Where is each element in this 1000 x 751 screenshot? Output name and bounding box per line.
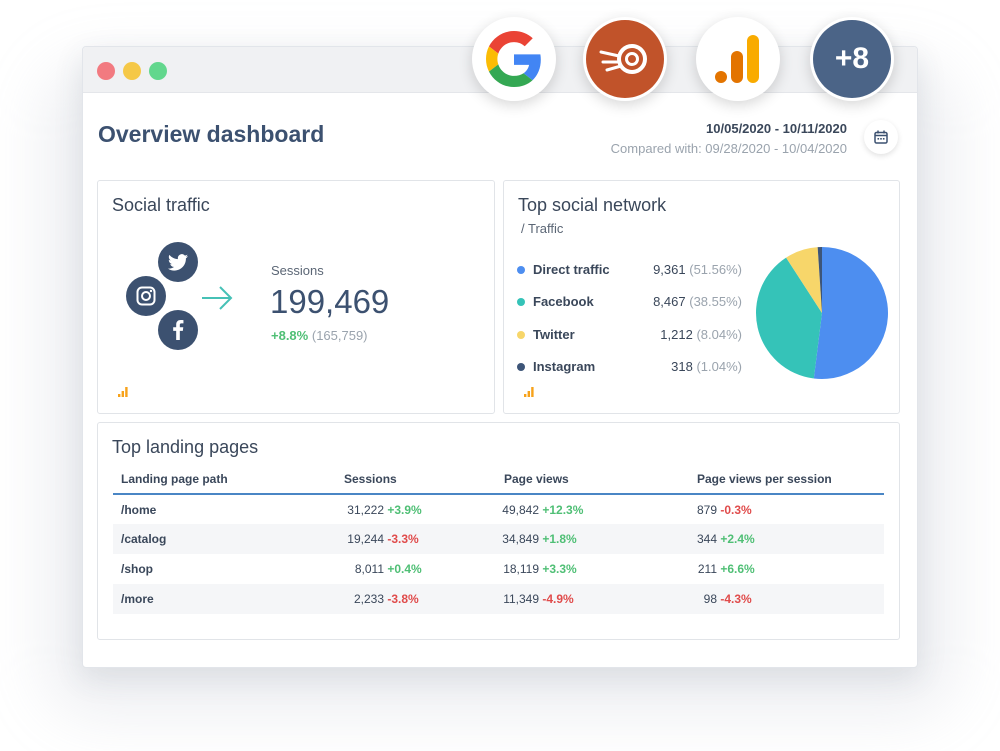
page-title: Overview dashboard	[98, 121, 325, 147]
sessions-previous-value: (165,759)	[311, 328, 368, 343]
traffic-pie-chart	[756, 247, 888, 379]
legend-dot	[517, 266, 525, 274]
top-landing-pages-card: Top landing pages Landing page path Sess…	[97, 422, 900, 640]
page-views-cell: 11,349 -4.9%	[496, 584, 689, 614]
sessions-cell: 19,244 -3.3%	[336, 524, 496, 554]
views-per-session-cell: 879 -0.3%	[696, 502, 752, 517]
legend-item-instagram: Instagram 318 (1.04%)	[517, 358, 742, 378]
legend-label: Twitter	[533, 327, 575, 342]
social-traffic-card: Social traffic Sessions 199,469 +8.8% (1…	[97, 180, 495, 414]
column-header-sessions[interactable]: Sessions	[336, 465, 496, 495]
sessions-change-percent: +8.8%	[271, 328, 309, 343]
legend-label: Instagram	[533, 359, 596, 374]
table-row[interactable]: /shop 8,011 +0.4% 18,119 +3.3% 211 +6.6%	[113, 554, 884, 584]
top-social-network-title: Top social network	[518, 195, 667, 215]
page-views-cell: 18,119 +3.3%	[503, 562, 577, 576]
more-integrations-circle: +8	[813, 20, 891, 98]
sessions-cell: 2,233 -3.8%	[336, 584, 496, 614]
google-analytics-icon	[715, 35, 759, 83]
legend-label: Direct traffic	[533, 262, 610, 277]
facebook-icon	[158, 310, 198, 350]
instagram-icon	[126, 276, 166, 316]
path-cell: /more	[113, 584, 336, 614]
google-icon	[486, 31, 541, 87]
views-per-session-cell: 344 +2.4%	[689, 524, 884, 554]
date-range: 10/05/2020 - 10/11/2020 Compared with: 0…	[611, 121, 847, 156]
legend-label: Facebook	[533, 294, 594, 309]
legend-dot	[517, 331, 525, 339]
pie-slice-instagram	[817, 247, 822, 313]
legend-item-facebook: Facebook 8,467 (38.55%)	[517, 293, 742, 313]
legend-value: 1,212 (8.04%)	[660, 327, 742, 342]
analytics-bars-icon	[118, 387, 128, 397]
views-per-session-cell: 211 +6.6%	[697, 562, 755, 576]
social-traffic-title: Social traffic	[112, 195, 210, 215]
table-row[interactable]: /more 2,233 -3.8% 11,349 -4.9% 98 -4.3%	[113, 584, 884, 614]
top-social-network-card: Top social network / Traffic Direct traf…	[503, 180, 900, 414]
legend-value: 318 (1.04%)	[671, 359, 742, 374]
path-cell: /catalog	[113, 524, 336, 554]
date-range-current: 10/05/2020 - 10/11/2020	[706, 121, 847, 136]
top-landing-pages-title: Top landing pages	[112, 437, 259, 457]
more-integrations-badge[interactable]: +8	[810, 17, 894, 101]
sessions-value: 199,469	[270, 283, 390, 320]
legend-dot	[517, 298, 525, 306]
sessions-change: +8.8% (165,759)	[271, 328, 368, 343]
table-row[interactable]: /catalog 19,244 -3.3% 34,849 +1.8% 344 +…	[113, 524, 884, 554]
window-close-dot[interactable]	[97, 62, 115, 80]
table-row[interactable]: /home 31,222 +3.9% 49,842 +12.3% 879 -0.…	[113, 494, 884, 524]
pie-slice-direct-traffic	[813, 247, 888, 379]
table-header-row: Landing page path Sessions Page views Pa…	[113, 465, 884, 495]
arrow-right-icon	[202, 286, 233, 310]
date-range-compare: Compared with: 09/28/2020 - 10/04/2020	[610, 141, 847, 156]
google-logo[interactable]	[472, 17, 556, 101]
semrush-logo[interactable]	[583, 17, 667, 101]
pie-slice-facebook	[756, 257, 822, 379]
legend-value: 8,467 (38.55%)	[653, 294, 742, 309]
legend-item-twitter: Twitter 1,212 (8.04%)	[517, 326, 742, 346]
sessions-label: Sessions	[271, 263, 324, 278]
legend-item-direct-traffic: Direct traffic 9,361 (51.56%)	[517, 261, 742, 281]
top-social-network-subtitle: / Traffic	[521, 221, 564, 236]
page-views-cell: 49,842 +12.3%	[502, 502, 584, 517]
analytics-bars-icon	[524, 387, 534, 397]
column-header-views-per-session[interactable]: Page views per session	[689, 465, 884, 495]
twitter-icon	[158, 242, 198, 282]
more-integrations-count: +8	[834, 42, 870, 75]
path-cell: /shop	[121, 562, 153, 576]
calendar-button[interactable]	[864, 120, 898, 154]
landing-pages-table: Landing page path Sessions Page views Pa…	[113, 465, 884, 614]
window-minimize-dot[interactable]	[123, 62, 141, 80]
legend-dot	[517, 363, 525, 371]
legend-value: 9,361 (51.56%)	[653, 262, 742, 277]
views-per-session-cell: 98 -4.3%	[689, 584, 884, 614]
sessions-cell: 8,011 +0.4%	[354, 562, 422, 576]
column-header-page-views[interactable]: Page views	[496, 465, 689, 495]
window-maximize-dot[interactable]	[149, 62, 167, 80]
column-header-path[interactable]: Landing page path	[113, 465, 336, 495]
calendar-icon	[874, 130, 888, 144]
dashboard-window: Overview dashboard 10/05/2020 - 10/11/20…	[82, 46, 918, 668]
sessions-cell: 31,222 +3.9%	[347, 502, 422, 517]
pie-slice-twitter	[786, 247, 822, 313]
page-views-cell: 34,849 +1.8%	[496, 524, 689, 554]
google-analytics-logo[interactable]	[696, 17, 780, 101]
path-cell: /home	[121, 502, 157, 517]
semrush-icon	[586, 20, 664, 98]
